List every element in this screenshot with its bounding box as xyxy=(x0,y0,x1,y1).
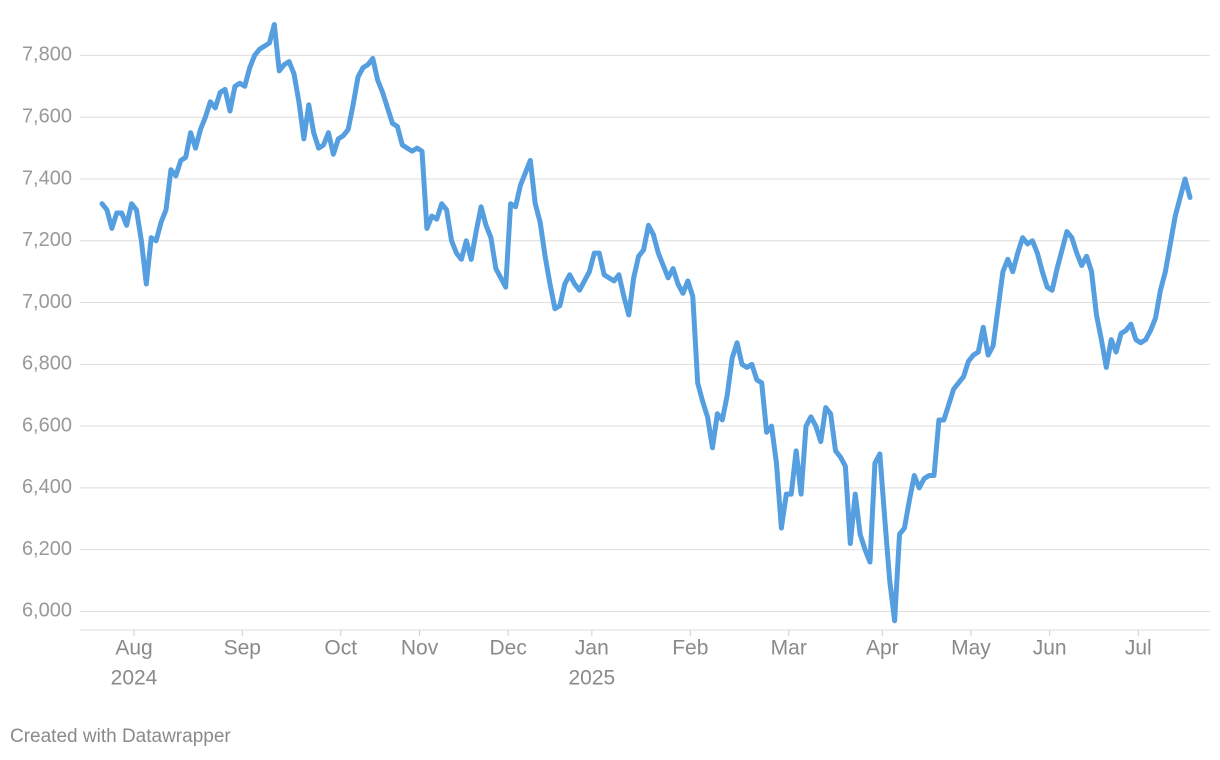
y-tick-label: 6,400 xyxy=(22,476,72,498)
footer: Created with Datawrapper xyxy=(10,726,231,747)
x-tick-label: Jun xyxy=(1033,637,1067,660)
x-tick-label: Sep xyxy=(224,637,261,660)
x-tick-sublabel: 2025 xyxy=(568,667,615,690)
y-tick-label: 6,200 xyxy=(22,538,72,560)
x-tick-label: Aug xyxy=(115,637,152,660)
x-tick-label: Nov xyxy=(401,637,439,660)
y-tick-label: 7,200 xyxy=(22,229,72,251)
y-tick-label: 6,000 xyxy=(22,600,72,622)
x-tick-label: May xyxy=(951,637,991,660)
x-tick-label: Jul xyxy=(1125,637,1152,660)
x-tick-label: Jan xyxy=(575,637,609,660)
x-tick-label: Mar xyxy=(771,637,807,660)
y-tick-label: 6,800 xyxy=(22,353,72,375)
y-tick-label: 7,000 xyxy=(22,291,72,313)
y-tick-label: 7,400 xyxy=(22,167,72,189)
x-tick-label: Oct xyxy=(324,637,357,660)
x-tick-sublabel: 2024 xyxy=(111,667,158,690)
x-tick-label: Dec xyxy=(489,637,526,660)
y-tick-label: 7,600 xyxy=(22,105,72,127)
line xyxy=(99,22,1193,624)
x-tick-label: Feb xyxy=(672,637,708,660)
y-tick-label: 6,600 xyxy=(22,414,72,436)
y-tick-label: 7,800 xyxy=(22,44,72,66)
x-tick-label: Apr xyxy=(866,637,899,660)
